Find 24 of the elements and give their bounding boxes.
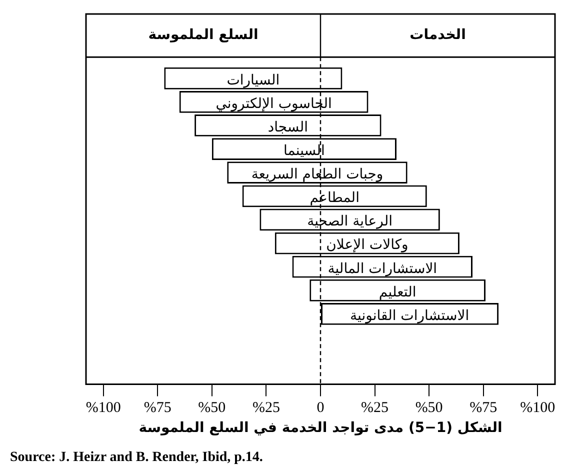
- y-tick-label: السجاد: [268, 119, 308, 136]
- x-tick-label: %100: [86, 400, 121, 416]
- y-tick-label: الحاسوب الإلكتروني: [216, 96, 332, 112]
- x-axis-title: الشكل (1−5) مدى تواجد الخدمة في السلع الملموسة: [138, 420, 502, 436]
- x-tick-label: %100: [520, 400, 556, 416]
- y-tick-label: الاستشارات القانونية: [350, 308, 470, 324]
- x-tick-label: %25: [361, 400, 389, 416]
- y-tick-label: التعليم: [378, 284, 416, 300]
- x-tick-label: %75: [144, 400, 172, 416]
- x-tick-label: %50: [415, 400, 443, 416]
- x-tick-label: %25: [252, 400, 280, 416]
- text: الخدمات: [410, 27, 466, 44]
- y-tick-label: المطاعم: [310, 190, 360, 206]
- x-tick-label: 0: [316, 400, 324, 416]
- x-tick-label: %75: [470, 400, 498, 416]
- text: السلع الملموسة: [148, 27, 258, 44]
- y-tick-label: وجبات الطعام السريعة: [251, 166, 384, 183]
- y-tick-label: الاستشارات المالية: [328, 260, 438, 277]
- y-tick-label: السينما: [283, 142, 325, 159]
- x-tick-label: %50: [198, 400, 226, 416]
- source-note: Source: J. Heizr and B. Render, Ibid, p.14.: [10, 450, 263, 465]
- y-tick-label: الرعاية الصحية: [307, 214, 393, 230]
- y-tick-label: السيارات: [226, 72, 280, 88]
- y-tick-label: وكالات الإعلان: [326, 237, 408, 254]
